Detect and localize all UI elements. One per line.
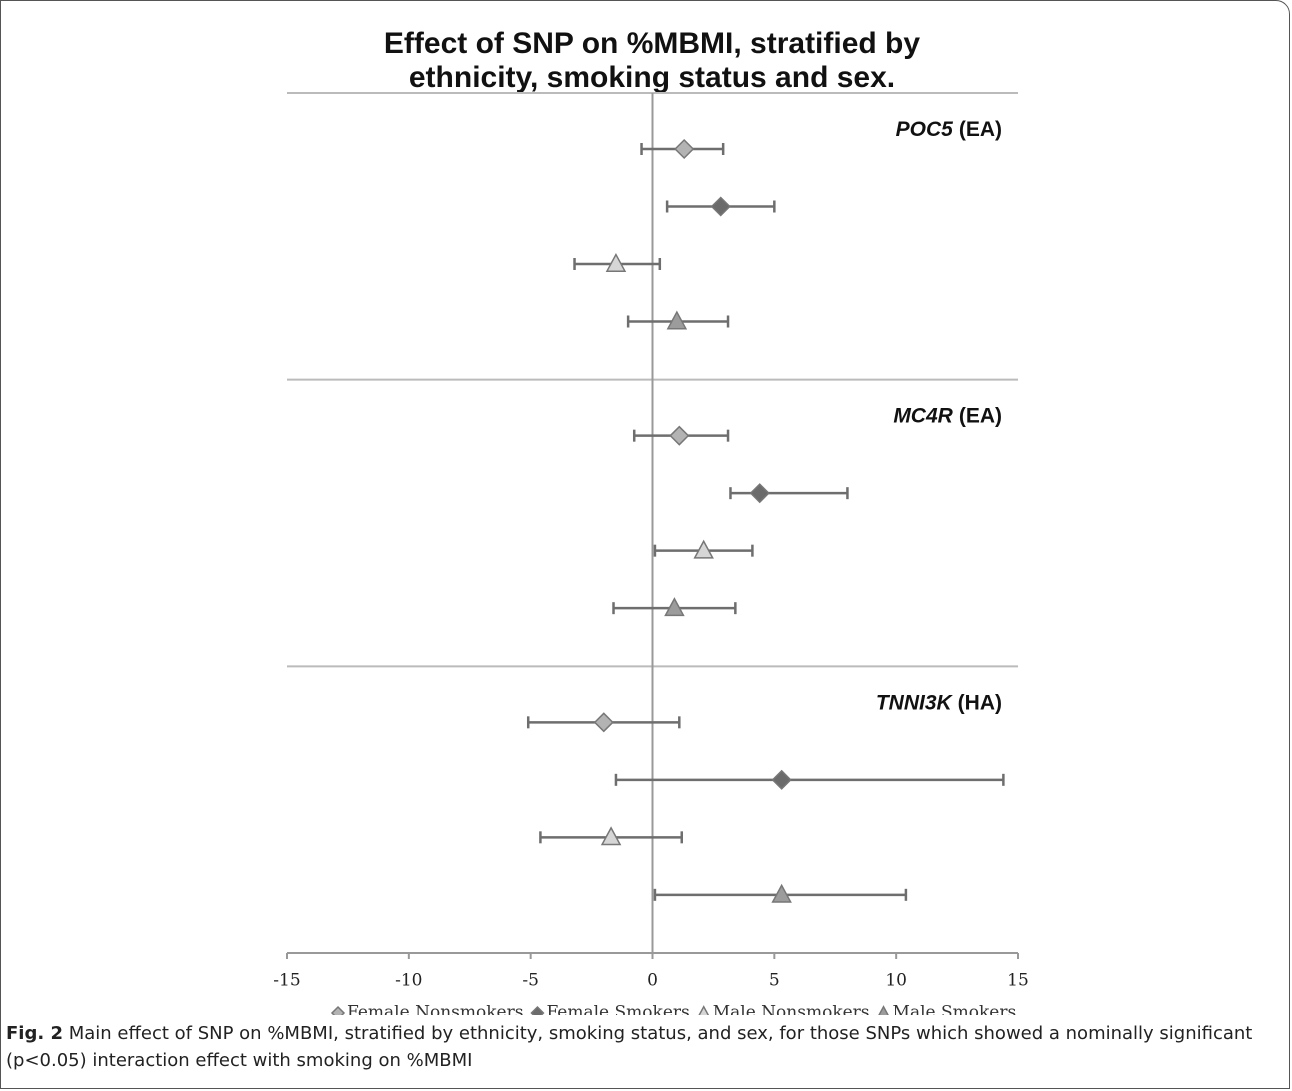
legend-marker — [698, 1005, 710, 1015]
caption-text: Main effect of SNP on %MBMI, stratified … — [6, 1023, 1253, 1071]
panel-group: (EA) — [959, 404, 1002, 427]
x-tick-label: -15 — [273, 971, 300, 991]
x-tick-label: -10 — [395, 971, 422, 991]
legend-label: Female Nonsmokers — [347, 1003, 523, 1016]
point-marker — [749, 483, 770, 504]
point-marker — [674, 138, 695, 160]
panel-gene: MC4R — [893, 404, 953, 427]
caption-label: Fig. 2 — [6, 1023, 63, 1044]
x-tick-label: 10 — [885, 971, 907, 991]
legend-marker — [878, 1005, 889, 1015]
point-marker — [710, 196, 731, 217]
panel-label: MC4R (EA) — [893, 404, 1002, 427]
point-marker — [771, 769, 792, 790]
legend-marker — [530, 1005, 545, 1015]
panel-group: (EA) — [959, 118, 1002, 141]
panel-label: TNNI3K (HA) — [876, 691, 1002, 714]
point-marker — [693, 539, 714, 559]
legend-label: Male Smokers — [893, 1003, 1017, 1016]
legend-label: Male Nonsmokers — [713, 1003, 870, 1016]
point-marker — [593, 712, 614, 733]
chart: Effect of SNP on %MBMI, stratified by et… — [273, 27, 1029, 1016]
x-tick-label: -5 — [522, 971, 539, 991]
point-marker — [600, 826, 622, 846]
x-tick-label: 5 — [769, 971, 780, 991]
chart-title: ethnicity, smoking status and sex. — [409, 61, 895, 94]
legend-label: Female Smokers — [546, 1003, 689, 1016]
panel-group: (HA) — [958, 691, 1002, 714]
point-marker — [605, 252, 627, 272]
chart-title: Effect of SNP on %MBMI, stratified by — [384, 27, 920, 60]
x-tick-label: 0 — [647, 971, 658, 991]
point-marker — [771, 883, 792, 903]
point-marker — [664, 597, 685, 617]
point-marker — [669, 425, 690, 446]
panel-gene: POC5 — [896, 118, 954, 141]
panel-label: POC5 (EA) — [896, 118, 1002, 141]
point-marker — [666, 310, 688, 330]
x-tick-label: 15 — [1007, 971, 1029, 991]
panel-gene: TNNI3K — [876, 691, 954, 714]
caption: Fig. 2 Main effect of SNP on %MBMI, stra… — [6, 1020, 1276, 1074]
legend-marker — [330, 1005, 346, 1015]
